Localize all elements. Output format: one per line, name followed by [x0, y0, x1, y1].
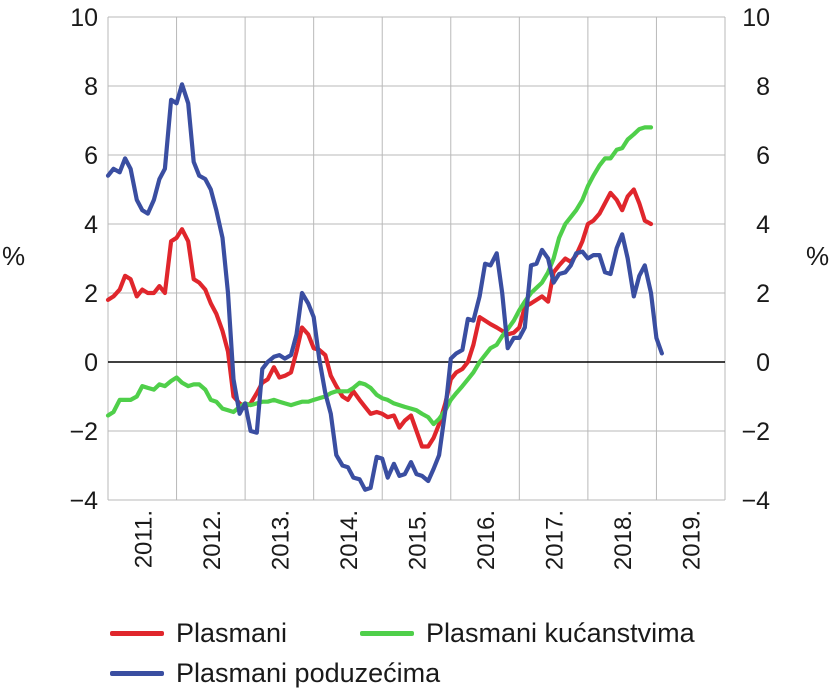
left-tick-label: 2: [84, 280, 98, 308]
x-tick-label: 2011.: [130, 510, 157, 568]
legend-swatch-plasmani-poduzecima: [110, 670, 164, 676]
left-tick-label: 4: [84, 211, 98, 239]
left-tick-label: 0: [84, 349, 98, 377]
x-tick-label: 2016.: [473, 510, 500, 570]
legend-swatch-plasmani-kucanstvima: [360, 630, 414, 636]
left-axis-tick-labels: 10 8 6 4 2 0 −2 −4: [69, 4, 98, 515]
x-tick-label: 2019.: [679, 510, 706, 570]
x-tick-label: 2012.: [199, 510, 226, 570]
left-tick-label: −2: [69, 418, 98, 446]
left-tick-label: 8: [84, 73, 98, 101]
x-tick-label: 2014.: [336, 510, 363, 570]
x-tick-label: 2015.: [405, 510, 432, 570]
legend-swatch-plasmani: [110, 630, 164, 636]
left-axis-unit-label: %: [2, 241, 25, 271]
legend-item-plasmani-poduzecima: Plasmani poduzećima: [110, 656, 440, 690]
x-tick-label: 2017.: [542, 510, 569, 570]
legend-item-plasmani-kucanstvima: Plasmani kućanstvima: [360, 616, 695, 650]
right-tick-label: 8: [756, 73, 770, 101]
right-tick-label: 4: [756, 211, 770, 239]
legend-label-plasmani-poduzecima: Plasmani poduzećima: [176, 657, 441, 688]
right-tick-label: −2: [741, 418, 770, 446]
chart-legend: Plasmani Plasmani kućanstvima Plasmani p…: [110, 608, 830, 688]
x-tick-label: 2018.: [610, 510, 637, 570]
right-tick-label: −4: [741, 487, 770, 515]
right-tick-label: 10: [742, 4, 770, 32]
right-axis-tick-labels: 10 8 6 4 2 0 −2 −4: [741, 4, 770, 515]
left-tick-label: 10: [70, 4, 98, 32]
series-line-1: [105, 125, 654, 427]
legend-item-plasmani: Plasmani: [110, 616, 287, 650]
series-line-2: [105, 82, 664, 492]
series-line-0: [105, 187, 654, 449]
left-tick-label: 6: [84, 142, 98, 170]
legend-label-plasmani-kucanstvima: Plasmani kućanstvima: [426, 617, 695, 648]
x-axis-tick-labels: 2011. 2012. 2013. 2014. 2015. 2016. 2017. 2018.…: [130, 510, 705, 570]
right-tick-label: 0: [756, 349, 770, 377]
right-tick-label: 6: [756, 142, 770, 170]
legend-label-plasmani: Plasmani: [176, 617, 288, 648]
series-lines: [105, 82, 664, 492]
x-tick-label: 2013.: [267, 510, 294, 570]
left-tick-label: −4: [69, 487, 98, 515]
right-tick-label: 2: [756, 280, 770, 308]
right-axis-unit-label: %: [806, 241, 829, 271]
